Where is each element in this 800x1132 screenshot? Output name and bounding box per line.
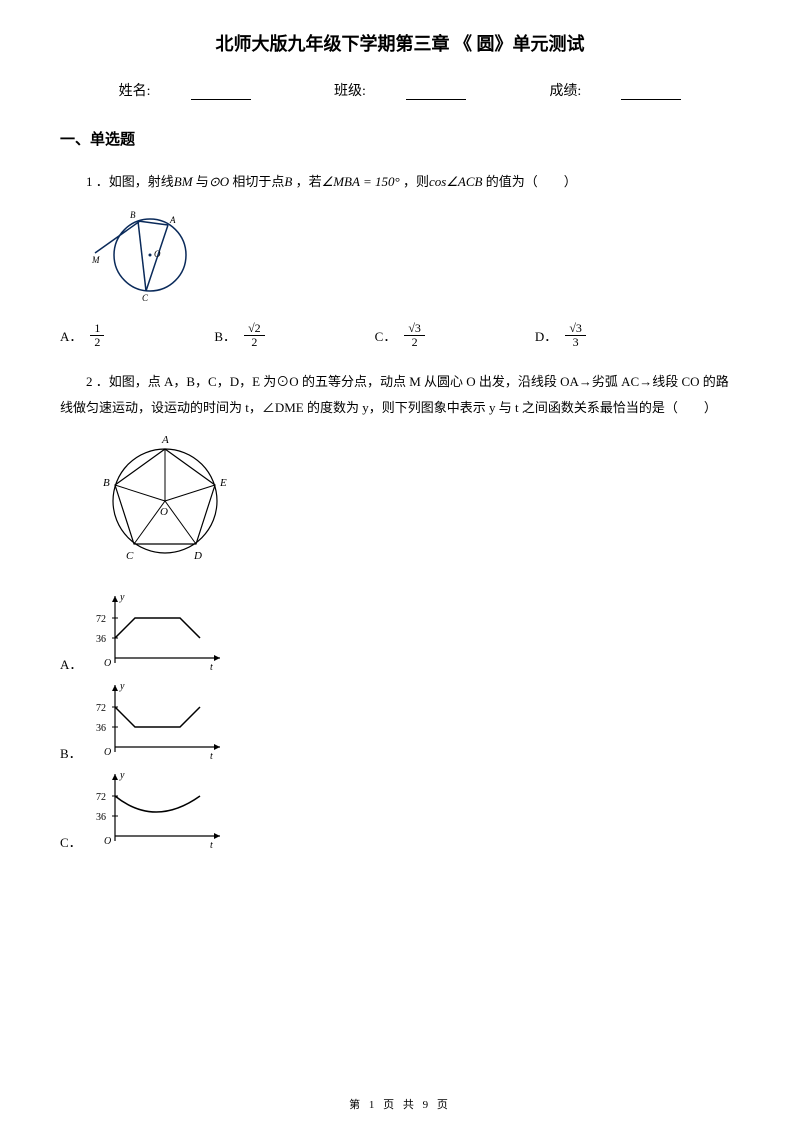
q2-option-a: A． 72 36 O y t (60, 588, 740, 673)
class-blank (406, 86, 466, 100)
svg-text:36: 36 (96, 812, 106, 823)
svg-text:O: O (104, 836, 111, 847)
svg-text:72: 72 (96, 703, 106, 714)
grade-blank (621, 86, 681, 100)
svg-text:t: t (210, 840, 213, 851)
grade-label: 成绩: (549, 84, 581, 99)
svg-text:t: t (210, 751, 213, 762)
name-label: 姓名: (119, 84, 151, 99)
svg-text:E: E (219, 477, 227, 489)
question-1-text: 1 ．如图，射线BM 与⊙O 相切于点B ，若∠MBA = 150° ，则cos… (60, 169, 740, 195)
svg-text:36: 36 (96, 634, 106, 645)
svg-text:B: B (130, 210, 136, 220)
svg-text:O: O (104, 658, 111, 669)
svg-text:A: A (161, 434, 169, 446)
section-title: 一、单选题 (60, 128, 740, 149)
svg-text:O: O (160, 506, 168, 518)
svg-text:36: 36 (96, 723, 106, 734)
svg-text:D: D (193, 550, 202, 562)
svg-text:t: t (210, 662, 213, 673)
svg-text:O: O (154, 249, 161, 259)
info-line: 姓名: 班级: 成绩: (60, 80, 740, 100)
svg-text:C: C (142, 293, 149, 303)
svg-text:B: B (103, 477, 110, 489)
page-footer: 第 1 页 共 9 页 (0, 1096, 800, 1112)
q1-option-a: A． 12 (60, 322, 104, 349)
class-label: 班级: (334, 84, 366, 99)
svg-text:O: O (104, 747, 111, 758)
svg-text:72: 72 (96, 792, 106, 803)
q1-options: A． 12 B． √22 C． √32 D． √33 (60, 322, 740, 349)
svg-text:M: M (91, 255, 100, 265)
q2-option-b: B． 72 36 O y t (60, 677, 740, 762)
q1-option-b: B． √22 (214, 322, 264, 349)
q1-option-d: D． √33 (535, 322, 586, 349)
svg-text:72: 72 (96, 614, 106, 625)
name-blank (191, 86, 251, 100)
q2-option-c: C． 72 36 O y t (60, 766, 740, 851)
svg-text:y: y (119, 592, 125, 603)
q2-pentagon-figure: A B C D E O (90, 431, 740, 576)
svg-text:C: C (126, 550, 134, 562)
svg-text:A: A (169, 215, 176, 225)
q1-figure: M B A O C (90, 205, 740, 310)
page-title: 北师大版九年级下学期第三章 《 圆》单元测试 (60, 30, 740, 56)
q1-option-c: C． √32 (375, 322, 425, 349)
svg-text:y: y (119, 681, 125, 692)
question-2-text: 2 ．如图，点 A，B，C，D，E 为⊙O 的五等分点，动点 M 从圆心 O 出… (60, 369, 740, 421)
svg-text:y: y (119, 770, 125, 781)
